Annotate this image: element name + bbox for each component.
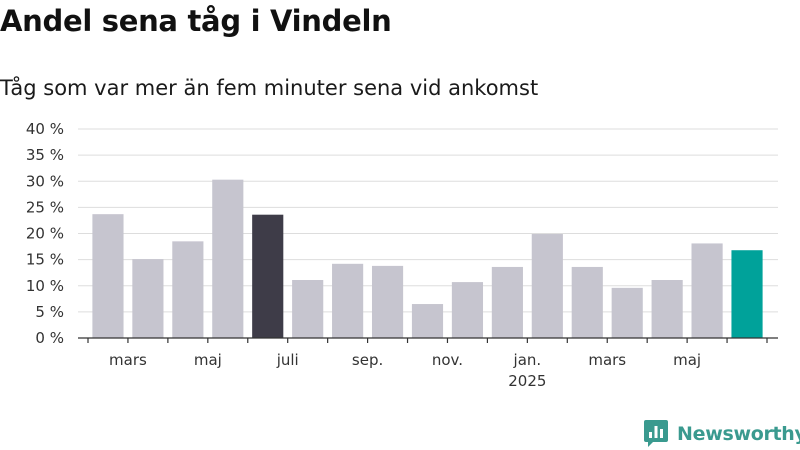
bar-2024-04: [172, 241, 204, 338]
bar-chart: 0 %5 %10 %15 %20 %25 %30 %35 %40 % mars m…: [26, 120, 778, 390]
x-tick-label: nov.: [432, 351, 463, 369]
bar-2024-10: [411, 304, 444, 338]
x-tick-label: mars: [109, 351, 147, 369]
x-tick-label: jan.: [513, 351, 542, 369]
x-tick-label: maj: [194, 351, 222, 369]
chart-subtitle: Tåg som var mer än fem minuter sena vid …: [0, 76, 539, 100]
bar-2024-07: [292, 280, 324, 338]
bar-2025-04: [651, 280, 683, 338]
bar-2025-05: [691, 243, 723, 338]
bar-2024-06: [252, 214, 284, 338]
y-tick-label: 40 %: [26, 120, 64, 138]
brand-name: Newsworthy: [677, 423, 800, 445]
y-axis-labels: 0 % 5 % 10 % 15 % 20 % 25 % 30 % 35 % 40 %: [26, 120, 64, 347]
bar-2024-11: [451, 282, 484, 338]
bar-2025-06: [731, 250, 763, 338]
bar-2025-03: [611, 287, 643, 338]
x-tick-label: sep.: [352, 351, 383, 369]
x-tick-label: mars: [588, 351, 626, 369]
y-tick-label: 25 %: [26, 198, 64, 216]
x-axis-labels: mars maj juli sep. nov. jan. 2025 mars maj: [109, 351, 701, 390]
chart-title: Andel sena tåg i Vindeln: [0, 4, 392, 38]
grid-lines: [78, 128, 778, 313]
bar-2024-05: [212, 179, 244, 338]
x-axis: [78, 337, 778, 343]
y-tick-label: 35 %: [26, 146, 64, 164]
bar-2024-02: [92, 214, 124, 338]
bar-2024-08: [332, 263, 364, 338]
y-tick-label: 0 %: [35, 329, 64, 347]
y-tick-label: 30 %: [26, 172, 64, 190]
bar-2025-02: [571, 266, 603, 338]
y-tick-label: 10 %: [26, 277, 64, 295]
x-tick-year-label: 2025: [508, 372, 546, 390]
bar-2024-12: [491, 266, 523, 338]
x-tick-label: maj: [673, 351, 701, 369]
y-tick-label: 20 %: [26, 225, 64, 243]
y-tick-label: 15 %: [26, 251, 64, 269]
newsworthy-logo: Newsworthy: [644, 420, 800, 448]
y-tick-label: 5 %: [35, 303, 64, 321]
bar-2024-09: [371, 265, 404, 338]
bar-2024-03: [132, 259, 164, 338]
bar-2025-01: [531, 234, 563, 338]
bars: [92, 179, 763, 338]
x-tick-label: juli: [276, 351, 299, 369]
newsworthy-logo-icon: [644, 420, 668, 447]
